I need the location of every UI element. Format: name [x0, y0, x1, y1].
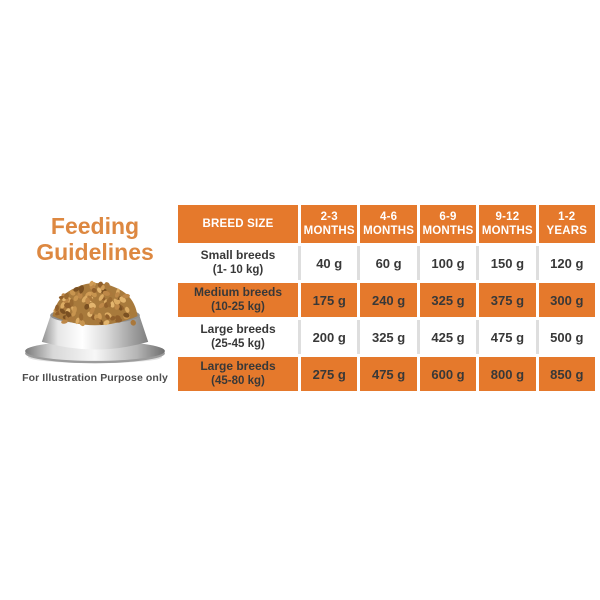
- table-row: Small breeds (1- 10 kg) 40 g 60 g 100 g 150 g…: [178, 246, 595, 280]
- table-row: Large breeds (45-80 kg) 275 g 475 g 600 g 800…: [178, 357, 595, 391]
- amount-cell: 500 g: [538, 320, 595, 354]
- header-cell-breed-size: BREED SIZE: [178, 205, 298, 243]
- illustration-disclaimer: For Illustration Purpose only: [22, 371, 168, 384]
- header-cell-age-range: 2-3 MONTHS: [301, 205, 358, 243]
- amount-cell: 120 g: [538, 246, 595, 280]
- breed-cell: Large breeds (45-80 kg): [178, 357, 298, 391]
- breed-name: Large breeds: [200, 322, 276, 337]
- header-cell-age-range: 6-9 MONTHS: [419, 205, 477, 243]
- left-panel: Feeding Guidelines: [12, 213, 178, 384]
- amount-cell: 375 g: [479, 283, 536, 317]
- amount-cell: 800 g: [479, 357, 536, 391]
- amount-cell: 60 g: [360, 246, 417, 280]
- table-header-row: BREED SIZE 2-3 MONTHS 4-6 MONTHS 6-9 MONTHS…: [178, 205, 595, 243]
- breed-cell: Large breeds (25-45 kg): [178, 320, 298, 354]
- header-cell-age-range: 4-6 MONTHS: [360, 205, 417, 243]
- amount-cell: 150 g: [479, 246, 536, 280]
- amount-cell: 475 g: [360, 357, 417, 391]
- breed-cell: Small breeds (1- 10 kg): [178, 246, 298, 280]
- amount-cell: 300 g: [538, 283, 595, 317]
- amount-cell: 200 g: [301, 320, 358, 354]
- amount-cell: 275 g: [301, 357, 358, 391]
- breed-weight-range: (45-80 kg): [211, 375, 265, 388]
- amount-cell: 325 g: [360, 320, 417, 354]
- amount-cell: 100 g: [419, 246, 477, 280]
- breed-cell: Medium breeds (10-25 kg): [178, 283, 298, 317]
- title-line1: Feeding: [50, 213, 140, 239]
- breed-weight-range: (25-45 kg): [211, 338, 265, 351]
- amount-cell: 600 g: [419, 357, 477, 391]
- amount-cell: 175 g: [301, 283, 358, 317]
- table-row: Medium breeds (10-25 kg) 175 g 240 g 325 g 37…: [178, 283, 595, 317]
- header-cell-age-range: 1-2 YEARS: [538, 205, 595, 243]
- breed-weight-range: (1- 10 kg): [212, 264, 264, 277]
- amount-cell: 240 g: [360, 283, 417, 317]
- dog-food-bowl-icon: [25, 280, 165, 364]
- header-cell-age-range: 9-12 MONTHS: [479, 205, 536, 243]
- breed-name: Medium breeds: [193, 285, 283, 300]
- amount-cell: 425 g: [419, 320, 477, 354]
- breed-name: Large breeds: [200, 359, 276, 374]
- table-row: Large breeds (25-45 kg) 200 g 325 g 425 g 475…: [178, 320, 595, 354]
- breed-name: Small breeds: [200, 248, 276, 263]
- breed-weight-range: (10-25 kg): [211, 301, 265, 314]
- amount-cell: 325 g: [419, 283, 477, 317]
- feeding-guidelines-table: BREED SIZE 2-3 MONTHS 4-6 MONTHS 6-9 MONTHS…: [178, 205, 595, 391]
- amount-cell: 40 g: [301, 246, 358, 280]
- page-title: Feeding Guidelines: [12, 213, 178, 265]
- amount-cell: 475 g: [479, 320, 536, 354]
- title-line2: Guidelines: [36, 238, 154, 265]
- amount-cell: 850 g: [538, 357, 595, 391]
